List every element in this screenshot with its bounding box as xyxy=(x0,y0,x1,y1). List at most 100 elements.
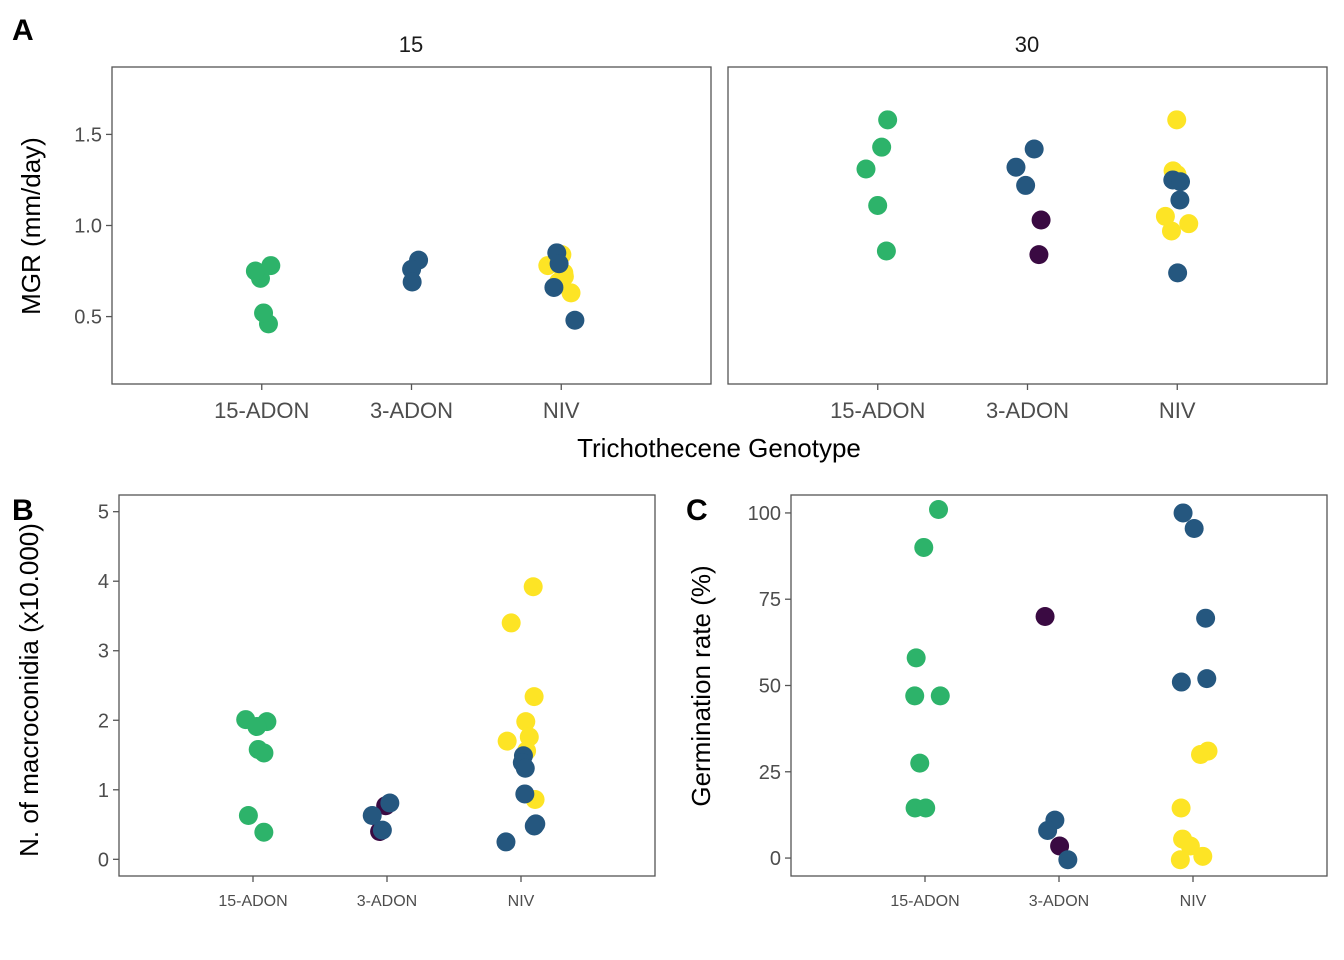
plot-area-a-30 xyxy=(727,66,1328,385)
x-tick-label: 3-ADON xyxy=(1029,893,1089,910)
x-tick-label: 3-ADON xyxy=(357,893,417,910)
data-point xyxy=(905,686,925,706)
facet-label-30: 30 xyxy=(1015,32,1039,57)
data-point xyxy=(544,277,564,297)
data-point xyxy=(372,820,392,840)
data-point xyxy=(254,303,274,323)
data-point xyxy=(1197,669,1217,689)
plot-area-a-15 xyxy=(111,66,712,385)
data-point xyxy=(1171,798,1191,818)
data-point xyxy=(906,648,926,668)
data-point xyxy=(1179,214,1199,234)
y-tick-label: 5 xyxy=(98,502,109,524)
axes-c: 0 25 50 75 100 15-ADON 3-ADON NIV xyxy=(748,503,1207,910)
data-point xyxy=(524,816,544,836)
y-axis-title-a: MGR (mm/day) xyxy=(16,137,46,315)
data-point xyxy=(515,758,535,778)
y-tick-label: 1 xyxy=(98,780,109,802)
data-point xyxy=(1161,221,1181,241)
data-point xyxy=(916,798,936,818)
data-point xyxy=(380,793,400,813)
data-point xyxy=(1050,836,1070,856)
data-point xyxy=(914,537,934,557)
panel-b: 0 1 2 3 4 5 15-ADON 3-ADON NIV N. of macroconidi… xyxy=(12,494,656,910)
data-point xyxy=(516,712,536,732)
data-point xyxy=(868,195,888,215)
points-b xyxy=(236,577,546,852)
panel-label-b: B xyxy=(12,494,34,527)
data-point xyxy=(1016,175,1036,195)
data-point xyxy=(930,686,950,706)
panel-label-a: A xyxy=(12,14,34,47)
y-axis-title-c: Germination rate (%) xyxy=(686,565,716,806)
data-point xyxy=(878,110,898,130)
x-tick-label: 15-ADON xyxy=(830,398,925,423)
data-point xyxy=(549,254,569,274)
data-point xyxy=(1029,245,1049,265)
data-point xyxy=(1006,157,1026,177)
panel-label-c: C xyxy=(686,494,708,527)
y-tick-label: 2 xyxy=(98,710,109,732)
points-c xyxy=(905,499,1218,870)
data-point xyxy=(496,832,516,852)
data-point xyxy=(1193,846,1213,866)
y-tick-label: 0 xyxy=(770,848,781,870)
y-tick-label: 100 xyxy=(748,503,781,525)
y-tick-label: 3 xyxy=(98,641,109,663)
data-point xyxy=(1170,190,1190,210)
facet-label-15: 15 xyxy=(399,32,423,57)
data-point xyxy=(523,577,543,597)
y-tick-label: 0.5 xyxy=(74,307,102,329)
x-axis-title-a: Trichothecene Genotype xyxy=(577,433,861,463)
data-point xyxy=(565,310,585,330)
x-tick-label: 3-ADON xyxy=(986,398,1069,423)
data-point xyxy=(1024,139,1044,159)
y-tick-label: 25 xyxy=(759,762,781,784)
y-tick-label: 75 xyxy=(759,589,781,611)
data-point xyxy=(1196,608,1216,628)
y-axis-title-b: N. of macroconidia (x10.000) xyxy=(14,523,44,857)
y-tick-label: 50 xyxy=(759,676,781,698)
data-point xyxy=(1031,210,1051,230)
data-point xyxy=(1171,172,1191,192)
data-point xyxy=(1171,672,1191,692)
data-point xyxy=(872,137,892,157)
data-point xyxy=(497,731,517,751)
x-tick-label: NIV xyxy=(1159,398,1196,423)
data-point xyxy=(362,806,382,826)
data-point xyxy=(1168,263,1188,283)
panel-c: 0 25 50 75 100 15-ADON 3-ADON NIV Germination r… xyxy=(686,494,1328,910)
data-point xyxy=(1155,206,1175,226)
x-tick-label: NIV xyxy=(543,398,580,423)
data-point xyxy=(254,743,274,763)
data-point xyxy=(245,261,265,281)
points-a xyxy=(245,110,1199,334)
data-point xyxy=(929,499,949,519)
x-tick-label: 15-ADON xyxy=(890,893,959,910)
data-point xyxy=(1184,518,1204,538)
data-point xyxy=(1167,110,1187,130)
data-point xyxy=(910,753,930,773)
x-tick-label: 3-ADON xyxy=(370,398,453,423)
plot-area-b xyxy=(118,494,656,877)
x-tick-label: NIV xyxy=(1180,893,1207,910)
y-tick-label: 0 xyxy=(98,849,109,871)
data-point xyxy=(254,822,274,842)
data-point xyxy=(501,613,521,633)
y-tick-label: 1.5 xyxy=(74,124,102,146)
data-point xyxy=(515,784,535,804)
data-point xyxy=(1180,836,1200,856)
y-tick-label: 4 xyxy=(98,571,109,593)
axes-a: 0.5 1.0 1.5 15-ADON 3-ADON NIV 15-ADON 3-ADON NI… xyxy=(74,124,1196,423)
data-point xyxy=(876,241,896,261)
panel-a: A 15 30 0.5 1.0 1.5 15-ADON 3-ADON NIV 15-ADON… xyxy=(12,14,1328,463)
data-point xyxy=(247,717,267,737)
data-point xyxy=(1170,850,1190,870)
data-point xyxy=(1038,820,1058,840)
y-tick-label: 1.0 xyxy=(74,216,102,238)
data-point xyxy=(1058,850,1078,870)
data-point xyxy=(1173,503,1193,523)
x-tick-label: 15-ADON xyxy=(214,398,309,423)
x-tick-label: NIV xyxy=(508,893,535,910)
